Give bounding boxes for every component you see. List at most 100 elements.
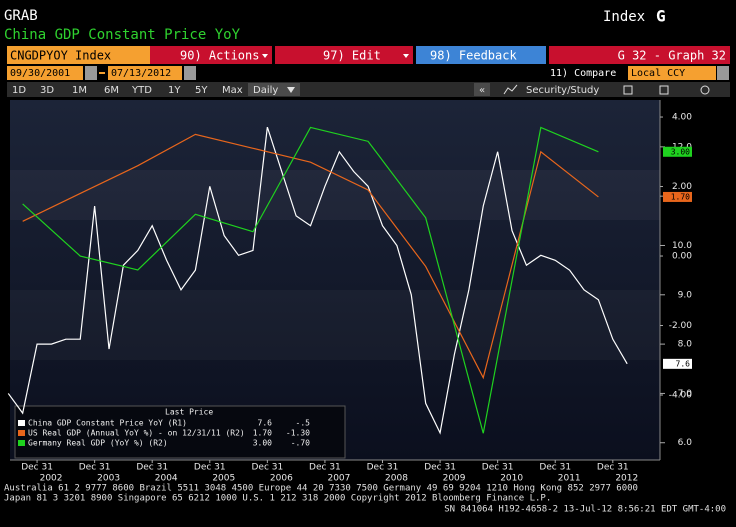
x-tick-label: Dec 31 <box>539 463 571 473</box>
x-year-label: 2005 <box>212 474 235 484</box>
x-year-label: 2006 <box>270 474 293 484</box>
end-date[interactable]: 07/13/2012 <box>111 68 171 79</box>
frequency-box[interactable] <box>248 83 300 96</box>
settings-icon[interactable] <box>700 85 710 95</box>
y2-tick-label: 4.00 <box>672 113 692 123</box>
x-year-label: 2003 <box>97 474 120 484</box>
footer-line: SN 841064 H192-4658-2 13-Jul-12 8:56:21 … <box>444 505 726 515</box>
actions-label[interactable]: 90) Actions <box>180 49 259 63</box>
compare-label[interactable]: 11) Compare <box>550 68 616 79</box>
icon[interactable] <box>623 85 633 95</box>
legend-swatch <box>18 440 25 446</box>
x-year-label: 2012 <box>615 474 638 484</box>
period-button[interactable]: Max <box>222 85 243 96</box>
period-button[interactable]: YTD <box>131 85 152 96</box>
collapse[interactable]: « <box>479 85 485 96</box>
series-line <box>22 126 599 434</box>
toolbar-strip <box>7 82 730 97</box>
footer-line: Japan 81 3 3201 8900 Singapore 65 6212 1… <box>4 494 551 504</box>
x-tick-label: Dec 31 <box>251 463 283 473</box>
legend-change: -.70 <box>291 439 310 448</box>
edit-button[interactable] <box>275 46 413 64</box>
dropdown-arrow <box>262 54 268 58</box>
y-tick-label: 8.0 <box>678 340 693 350</box>
start-date[interactable]: 09/30/2001 <box>10 68 70 79</box>
x-tick-label: Dec 31 <box>79 463 111 473</box>
currency[interactable]: Local CCY <box>631 68 685 79</box>
last-value-label: 3.00 <box>671 147 690 156</box>
period-button[interactable]: 1M <box>72 85 87 96</box>
icon[interactable] <box>659 85 669 95</box>
x-tick-label: Dec 31 <box>482 463 514 473</box>
function-code: GRAB <box>4 8 38 24</box>
y2-tick-label: 2.00 <box>672 182 692 192</box>
y-tick-label: 10.0 <box>672 241 692 251</box>
x-year-label: 2010 <box>500 474 523 484</box>
y2-tick-label: -4.00 <box>669 391 693 401</box>
currency-dropdown[interactable] <box>717 66 729 80</box>
x-tick-label: Dec 31 <box>597 463 629 473</box>
series-line <box>22 133 599 380</box>
last-value-label: 1.70 <box>671 192 690 201</box>
legend-change: -1.30 <box>286 429 310 438</box>
logo: G <box>656 7 666 26</box>
calendar-icon[interactable] <box>85 66 97 80</box>
collapse-button[interactable] <box>474 83 490 96</box>
dropdown-arrow <box>287 87 295 93</box>
x-tick-label: Dec 31 <box>424 463 456 473</box>
y-tick-label: 9.0 <box>678 290 693 300</box>
footer-line: Australia 61 2 9777 8600 Brazil 5511 304… <box>4 484 638 494</box>
ticker-box[interactable] <box>7 46 150 64</box>
page-title: China GDP Constant Price YoY <box>4 27 241 43</box>
y-tick-label: 6.0 <box>678 438 693 448</box>
last-value-label: 7.6 <box>676 359 691 368</box>
x-tick-label: Dec 31 <box>136 463 168 473</box>
band <box>10 170 660 220</box>
graph-box <box>549 46 730 64</box>
graph-label: G 32 - Graph 32 <box>618 49 726 63</box>
frequency[interactable]: Daily <box>253 85 278 96</box>
x-year-label: 2011 <box>558 474 581 484</box>
x-year-label: 2007 <box>327 474 350 484</box>
last-value-tag <box>663 191 692 202</box>
feedback-label[interactable]: 98) Feedback <box>430 49 517 63</box>
period-button[interactable]: 3D <box>40 85 54 96</box>
start-date-box[interactable] <box>7 66 83 80</box>
x-tick-label: Dec 31 <box>194 463 226 473</box>
edit-label[interactable]: 97) Edit <box>323 49 381 63</box>
period-button[interactable]: 1Y <box>168 85 181 96</box>
actions-button[interactable] <box>150 46 272 64</box>
study[interactable]: Security/Study <box>526 85 599 96</box>
legend-swatch <box>18 430 25 436</box>
period-button[interactable]: 1D <box>12 85 26 96</box>
end-date-box[interactable] <box>108 66 182 80</box>
period-button[interactable]: 5Y <box>195 85 208 96</box>
legend-box <box>14 405 346 459</box>
legend-last: 3.00 <box>253 439 272 448</box>
legend-entry: US Real GDP (Annual YoY %) - on 12/31/11… <box>28 429 245 438</box>
dropdown-arrow <box>403 54 409 58</box>
y2-tick-label: 0.00 <box>672 252 692 262</box>
feedback-button[interactable] <box>416 46 546 64</box>
legend-header: Last Price <box>165 408 213 417</box>
calendar-icon[interactable] <box>184 66 196 80</box>
legend-last: 1.70 <box>253 429 272 438</box>
ticker[interactable]: CNGDPYOY Index <box>10 49 111 63</box>
index-label: Index <box>603 9 645 25</box>
currency-box[interactable] <box>628 66 716 80</box>
legend-entry: Germany Real GDP (YoY %) (R2) <box>28 439 168 448</box>
legend-swatch <box>18 420 25 426</box>
x-tick-label: Dec 31 <box>21 463 53 473</box>
legend-change: -.5 <box>296 419 311 428</box>
last-value-tag <box>663 358 692 369</box>
band <box>10 290 660 360</box>
x-year-label: 2004 <box>155 474 178 484</box>
x-tick-label: Dec 31 <box>309 463 341 473</box>
date-dash <box>99 72 105 74</box>
x-year-label: 2009 <box>443 474 466 484</box>
y2-tick-label: -2.00 <box>669 321 693 331</box>
x-tick-label: Dec 31 <box>367 463 399 473</box>
legend-entry: China GDP Constant Price YoY (R1) <box>28 419 187 428</box>
period-button[interactable]: 6M <box>104 85 119 96</box>
study-icon <box>503 84 518 95</box>
